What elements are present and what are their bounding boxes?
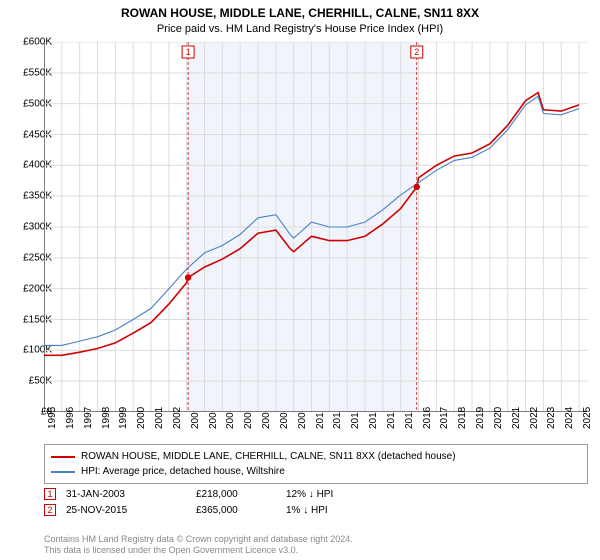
- svg-text:2: 2: [414, 47, 419, 57]
- sale-marker-2: 2: [44, 504, 56, 516]
- chart-subtitle: Price paid vs. HM Land Registry's House …: [0, 22, 600, 35]
- sale-date: 25-NOV-2015: [66, 505, 186, 516]
- sale-row: 1 31-JAN-2003 £218,000 12% ↓ HPI: [44, 486, 588, 502]
- sale-price: £218,000: [196, 489, 276, 500]
- sale-price: £365,000: [196, 505, 276, 516]
- legend-label-property: ROWAN HOUSE, MIDDLE LANE, CHERHILL, CALN…: [81, 449, 456, 464]
- chart-title: ROWAN HOUSE, MIDDLE LANE, CHERHILL, CALN…: [0, 0, 600, 22]
- legend-swatch-property: [51, 456, 75, 458]
- legend-label-hpi: HPI: Average price, detached house, Wilt…: [81, 464, 285, 479]
- sale-marker-1: 1: [44, 488, 56, 500]
- line-chart-svg: 12: [44, 42, 588, 412]
- legend-item-property: ROWAN HOUSE, MIDDLE LANE, CHERHILL, CALN…: [51, 449, 581, 464]
- chart-plot-area: 12: [44, 42, 588, 412]
- legend: ROWAN HOUSE, MIDDLE LANE, CHERHILL, CALN…: [44, 444, 588, 484]
- footnote-line-2: This data is licensed under the Open Gov…: [44, 545, 353, 556]
- legend-item-hpi: HPI: Average price, detached house, Wilt…: [51, 464, 581, 479]
- chart-container: ROWAN HOUSE, MIDDLE LANE, CHERHILL, CALN…: [0, 0, 600, 560]
- sale-date: 31-JAN-2003: [66, 489, 186, 500]
- sale-hpi-diff: 12% ↓ HPI: [286, 489, 366, 500]
- footnote-line-1: Contains HM Land Registry data © Crown c…: [44, 534, 353, 545]
- svg-text:1: 1: [186, 47, 191, 57]
- sale-row: 2 25-NOV-2015 £365,000 1% ↓ HPI: [44, 502, 588, 518]
- legend-swatch-hpi: [51, 471, 75, 473]
- footnote: Contains HM Land Registry data © Crown c…: [44, 534, 353, 556]
- sales-table: 1 31-JAN-2003 £218,000 12% ↓ HPI 2 25-NO…: [44, 486, 588, 518]
- sale-hpi-diff: 1% ↓ HPI: [286, 505, 366, 516]
